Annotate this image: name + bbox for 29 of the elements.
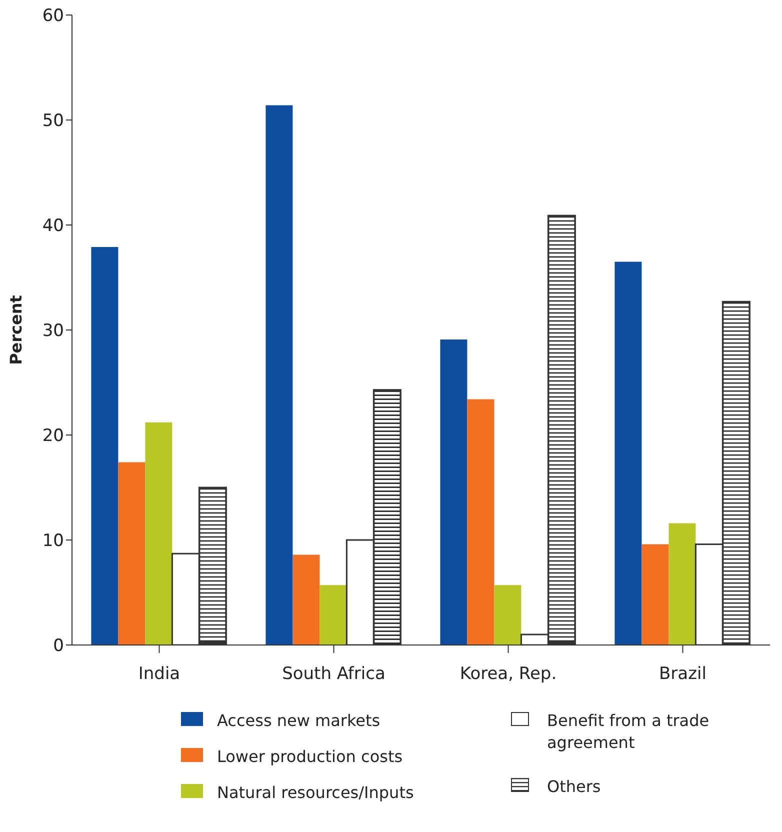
y-tick-label: 0	[53, 636, 64, 656]
x-tick-label: South Africa	[282, 664, 386, 684]
bar	[440, 339, 468, 645]
bar	[467, 399, 494, 645]
bar	[320, 585, 347, 645]
y-tick-label: 60	[42, 6, 64, 26]
y-tick-label: 10	[42, 531, 64, 552]
bar	[494, 585, 522, 645]
x-tick-label: India	[138, 664, 180, 684]
legend-label: Others	[547, 776, 601, 798]
x-tick-label: Brazil	[659, 664, 706, 684]
bar	[118, 462, 146, 645]
legend-label: Natural resources/Inputs	[217, 782, 414, 804]
bar	[642, 544, 669, 645]
legend-label: Access new markets	[217, 710, 380, 732]
bar	[292, 554, 320, 645]
bar	[668, 523, 696, 645]
y-tick-label: 20	[42, 426, 64, 446]
y-tick-label: 40	[42, 216, 64, 236]
bar	[266, 105, 293, 645]
y-tick-label: 30	[42, 321, 64, 342]
x-tick-label: Korea, Rep.	[460, 664, 557, 684]
y-axis-title: Percent	[6, 294, 26, 365]
legend-label: Benefit from a trade agreement	[547, 710, 710, 754]
legend-label: Lower production costs	[217, 746, 403, 768]
bar	[145, 422, 172, 645]
y-tick-label: 50	[42, 111, 64, 132]
bar	[614, 262, 642, 645]
bar	[91, 247, 118, 645]
